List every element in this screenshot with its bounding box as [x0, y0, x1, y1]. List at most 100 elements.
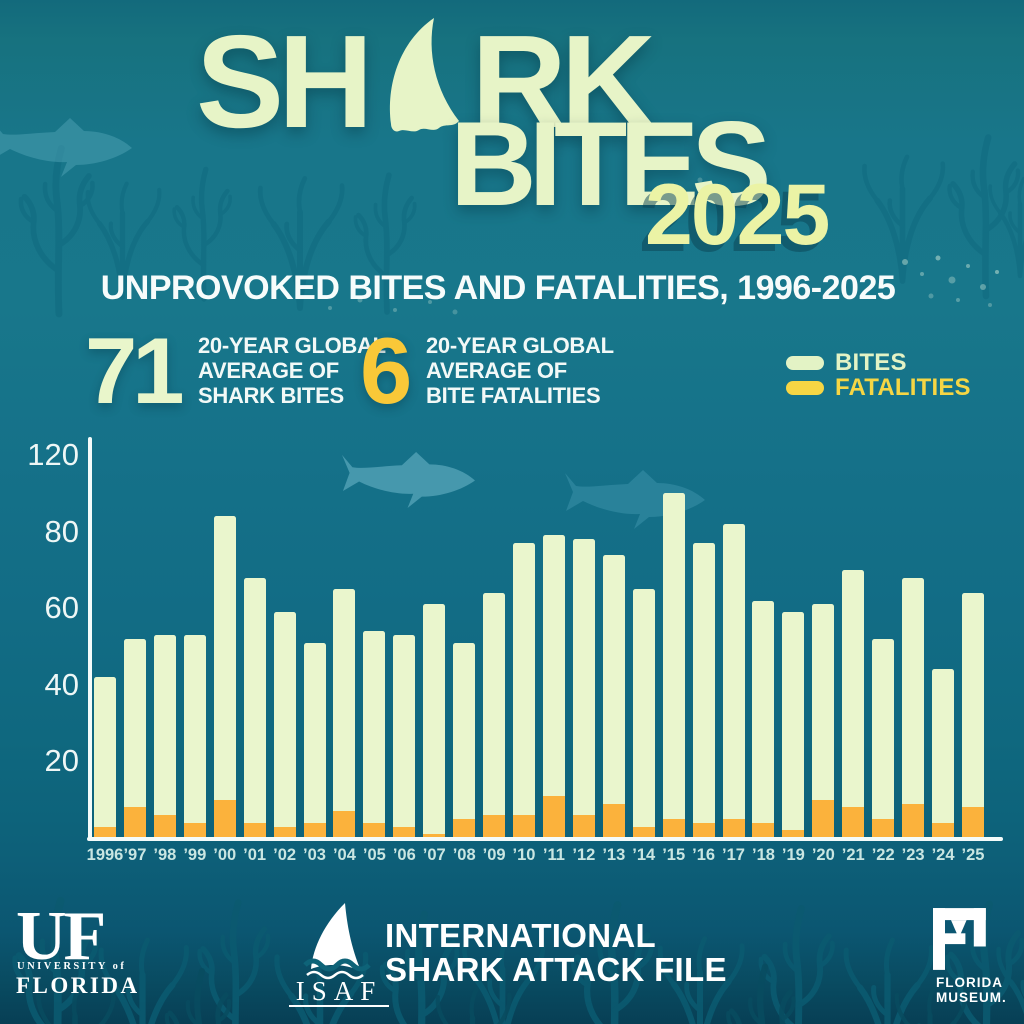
x-label-13: ’13 [602, 846, 626, 864]
x-label-05: ’05 [362, 846, 386, 864]
legend-swatch-fatalities [786, 381, 824, 395]
fatalities-segment [692, 823, 715, 838]
fm-monogram-icon [933, 908, 986, 970]
stat-bites-average-number: 71 [85, 318, 185, 423]
bar-08 [453, 643, 476, 838]
fatalities-segment [94, 827, 116, 838]
fatalities-segment [782, 830, 805, 838]
org-name: INTERNATIONAL SHARK ATTACK FILE [385, 919, 727, 986]
x-label-02: ’02 [273, 846, 297, 864]
x-label-97: ’97 [123, 846, 147, 864]
bar-98 [153, 635, 176, 838]
fatalities-segment [872, 819, 895, 838]
fatalities-segment [303, 823, 326, 838]
x-label-21: ’21 [841, 846, 865, 864]
y-tick-40: 40 [44, 667, 79, 702]
fatalities-segment [483, 815, 506, 838]
x-label-12: ’12 [572, 846, 596, 864]
stat-bites-average-label: 20-YEAR GLOBAL AVERAGE OF SHARK BITES [198, 333, 386, 408]
bar-20 [812, 604, 835, 838]
shark-silhouette-top-left [0, 118, 132, 177]
x-label-16: ’16 [692, 846, 716, 864]
bar-99 [183, 635, 206, 838]
bar-02 [273, 612, 296, 838]
bar-01 [243, 578, 266, 838]
bar-22 [872, 639, 895, 838]
florida-museum-text: FLORIDA MUSEUM. [936, 975, 1007, 1005]
florida-museum-logo [933, 908, 993, 975]
legend-swatch-bites [786, 356, 824, 370]
x-label-23: ’23 [901, 846, 925, 864]
fatalities-segment [273, 827, 296, 838]
x-label-20: ’20 [811, 846, 835, 864]
title-shark-pre: SH [196, 8, 373, 155]
bar-16 [692, 543, 715, 838]
fatalities-segment [662, 819, 685, 838]
bar-09 [483, 593, 506, 838]
x-label-22: ’22 [871, 846, 895, 864]
bar-14 [632, 589, 655, 838]
title-bites: BITES [450, 97, 771, 231]
fatalities-segment [602, 804, 625, 838]
isaf-acronym: ISAF [296, 976, 383, 1006]
bar-19 [782, 612, 805, 838]
title-shark: SH RK [196, 8, 656, 155]
bar-23 [902, 578, 925, 838]
org-line2: SHARK ATTACK FILE [385, 950, 727, 988]
x-label-19: ’19 [781, 846, 805, 864]
y-tick-120: 120 [27, 437, 79, 472]
fatalities-segment [632, 827, 655, 838]
fatalities-segment [961, 807, 984, 838]
legend-label-fatalities: FATALITIES [835, 374, 971, 401]
bar-10 [513, 543, 536, 838]
bar-03 [303, 643, 326, 838]
bar-06 [393, 635, 416, 838]
x-label-14: ’14 [632, 846, 656, 864]
fatalities-segment [393, 827, 416, 838]
fatalities-segment [153, 815, 176, 838]
fatalities-segment [752, 823, 775, 838]
subtitle: UNPROVOKED BITES AND FATALITIES, 1996-20… [100, 269, 896, 307]
legend-label-bites: BITES [835, 349, 907, 376]
isaf-logo: ISAF [283, 901, 395, 1016]
y-tick-60: 60 [44, 590, 79, 625]
x-label-00: ’00 [213, 846, 237, 864]
fatalities-segment [812, 800, 835, 838]
bar-07 [423, 604, 446, 838]
x-label-03: ’03 [303, 846, 326, 864]
y-axis-line [88, 437, 92, 841]
x-label-07: ’07 [422, 846, 446, 864]
shark-fin-icon [377, 16, 465, 134]
uf-florida-text: FLORIDA [16, 973, 140, 998]
stat-fatalities-average-number: 6 [360, 318, 412, 423]
bar-1996 [94, 677, 116, 838]
fatalities-segment [932, 823, 955, 838]
x-label-08: ’08 [452, 846, 476, 864]
fatalities-segment [213, 800, 236, 838]
bar-18 [752, 601, 775, 838]
fatalities-segment [842, 807, 865, 838]
shark-silhouette-chart-left [342, 452, 475, 509]
x-label-17: ’17 [722, 846, 745, 864]
x-label-15: ’15 [662, 846, 686, 864]
isaf-fin-icon [311, 903, 361, 971]
bar-24 [932, 669, 955, 838]
fatalities-segment [423, 834, 446, 838]
bar-97 [123, 639, 146, 838]
bar-15 [662, 493, 685, 838]
x-label-25: ’25 [961, 846, 985, 864]
x-label-1996: 1996 [86, 846, 124, 864]
x-label-01: ’01 [243, 846, 267, 864]
bar-17 [722, 524, 745, 838]
x-label-24: ’24 [931, 846, 955, 864]
bar-11 [542, 535, 565, 838]
fatalities-segment [243, 823, 266, 838]
x-label-10: ’10 [512, 846, 536, 864]
fatalities-segment [363, 823, 386, 838]
x-label-98: ’98 [153, 846, 177, 864]
bar-13 [602, 555, 625, 838]
bubbles [328, 177, 999, 315]
fatalities-segment [333, 811, 356, 838]
fatalities-segment [453, 819, 476, 838]
